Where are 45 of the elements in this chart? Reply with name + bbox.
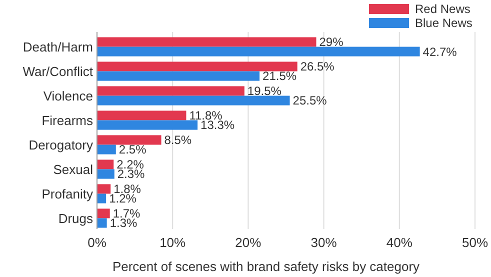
- y-tick-label: Violence: [43, 88, 93, 104]
- bar: [97, 96, 290, 106]
- data-label: 8.5%: [164, 133, 192, 148]
- y-tick-label: War/Conflict: [22, 64, 94, 79]
- data-label: 21.5%: [262, 69, 297, 84]
- bar: [97, 184, 111, 194]
- bar: [97, 135, 162, 145]
- data-label: 42.7%: [422, 44, 458, 59]
- data-label: 1.2%: [109, 192, 137, 206]
- bar: [97, 160, 114, 170]
- bar: [97, 208, 110, 218]
- legend-label: Red News: [415, 2, 470, 16]
- data-label: 26.5%: [300, 60, 335, 74]
- x-tick-label: 10%: [160, 235, 186, 250]
- bar: [97, 120, 198, 130]
- bar: [97, 46, 420, 56]
- y-tick-label: Derogatory: [28, 137, 94, 152]
- bar: [97, 169, 114, 179]
- bar: [97, 218, 107, 228]
- bar: [97, 37, 316, 47]
- bar: [97, 71, 260, 81]
- bar: [97, 86, 244, 96]
- bar: [97, 110, 186, 120]
- y-tick-label: Drugs: [58, 210, 94, 226]
- y-tick-label: Death/Harm: [22, 39, 93, 54]
- x-tick-label: 30%: [310, 235, 338, 250]
- x-axis-title: Percent of scenes with brand safety risks by category: [112, 259, 420, 274]
- bar: [97, 62, 298, 72]
- legend-label: Blue News: [415, 16, 472, 30]
- y-tick-label: Profanity: [42, 186, 94, 202]
- x-tick-label: 40%: [386, 235, 413, 250]
- data-label: 2.5%: [118, 142, 147, 157]
- y-tick-label: Firearms: [42, 112, 94, 128]
- x-tick-label: 0%: [88, 235, 107, 250]
- bar: [97, 194, 106, 204]
- data-label: 19.5%: [247, 84, 282, 98]
- data-label: 1.3%: [110, 216, 138, 230]
- y-tick-label: Sexual: [53, 162, 94, 177]
- x-tick-label: 50%: [462, 235, 488, 250]
- data-label: 25.5%: [292, 94, 328, 108]
- data-label: 13.3%: [200, 118, 235, 132]
- data-label: 2.3%: [117, 167, 146, 182]
- data-label: 29%: [319, 35, 344, 50]
- x-tick-label: 20%: [235, 235, 262, 250]
- bar: [97, 144, 116, 154]
